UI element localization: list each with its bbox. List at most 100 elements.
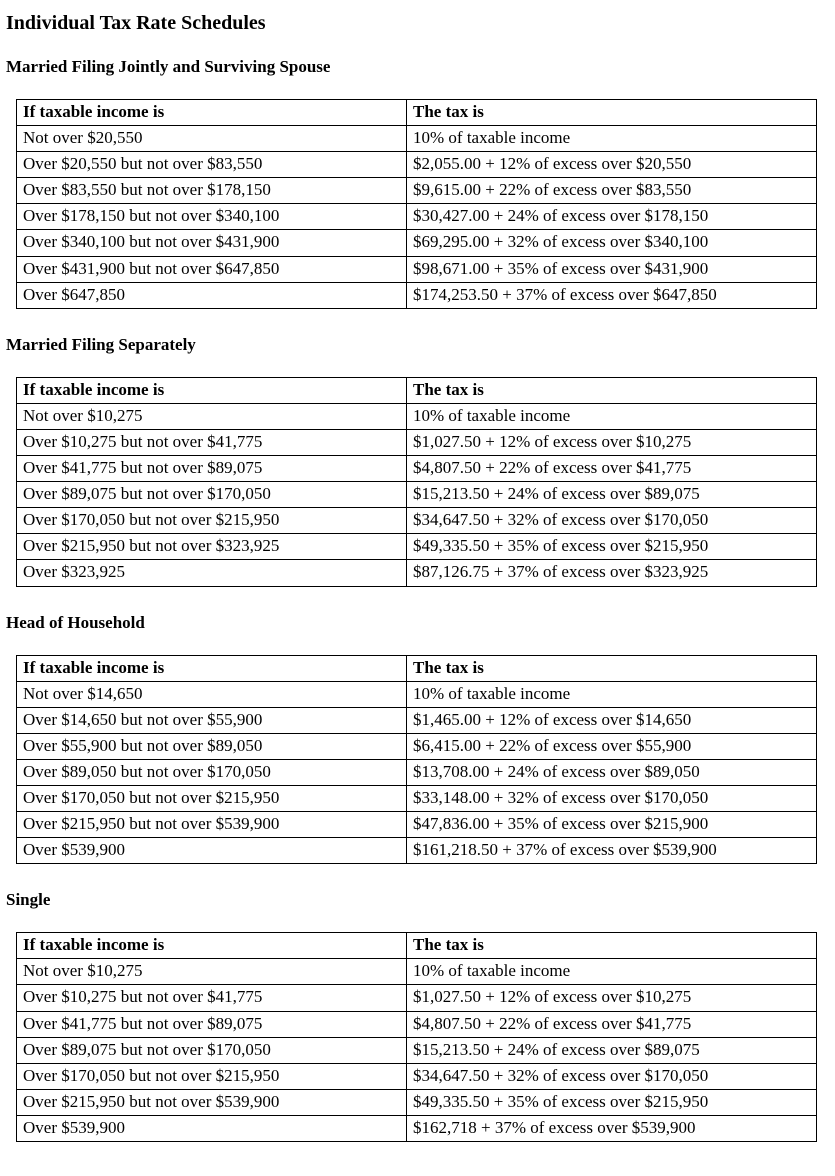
tax-table: If taxable income isThe tax isNot over $… (16, 932, 817, 1142)
col-header-income: If taxable income is (17, 933, 407, 959)
table-header-row: If taxable income isThe tax is (17, 655, 817, 681)
tax-cell: $69,295.00 + 32% of excess over $340,100 (407, 230, 817, 256)
table-row: Not over $14,65010% of taxable income (17, 681, 817, 707)
income-cell: Over $83,550 but not over $178,150 (17, 178, 407, 204)
tax-cell: $161,218.50 + 37% of excess over $539,90… (407, 838, 817, 864)
income-cell: Not over $14,650 (17, 681, 407, 707)
tax-cell: $2,055.00 + 12% of excess over $20,550 (407, 152, 817, 178)
income-cell: Over $89,075 but not over $170,050 (17, 1037, 407, 1063)
tax-cell: $174,253.50 + 37% of excess over $647,85… (407, 282, 817, 308)
table-row: Over $215,950 but not over $539,900$49,3… (17, 1089, 817, 1115)
tax-cell: $47,836.00 + 35% of excess over $215,900 (407, 812, 817, 838)
tax-cell: $9,615.00 + 22% of excess over $83,550 (407, 178, 817, 204)
tax-cell: $34,647.50 + 32% of excess over $170,050 (407, 1063, 817, 1089)
tax-cell: $87,126.75 + 37% of excess over $323,925 (407, 560, 817, 586)
table-row: Over $89,075 but not over $170,050$15,21… (17, 482, 817, 508)
table-row: Over $215,950 but not over $323,925$49,3… (17, 534, 817, 560)
income-cell: Over $647,850 (17, 282, 407, 308)
income-cell: Over $41,775 but not over $89,075 (17, 456, 407, 482)
col-header-income: If taxable income is (17, 377, 407, 403)
income-cell: Over $539,900 (17, 1115, 407, 1141)
tax-cell: $4,807.50 + 22% of excess over $41,775 (407, 456, 817, 482)
table-header-row: If taxable income isThe tax is (17, 100, 817, 126)
table-row: Not over $20,55010% of taxable income (17, 126, 817, 152)
income-cell: Over $170,050 but not over $215,950 (17, 1063, 407, 1089)
tax-cell: $98,671.00 + 35% of excess over $431,900 (407, 256, 817, 282)
income-cell: Over $178,150 but not over $340,100 (17, 204, 407, 230)
tax-cell: 10% of taxable income (407, 681, 817, 707)
table-row: Over $10,275 but not over $41,775$1,027.… (17, 429, 817, 455)
col-header-income: If taxable income is (17, 655, 407, 681)
table-row: Over $20,550 but not over $83,550$2,055.… (17, 152, 817, 178)
page-title: Individual Tax Rate Schedules (6, 12, 829, 35)
col-header-income: If taxable income is (17, 100, 407, 126)
tax-cell: 10% of taxable income (407, 403, 817, 429)
table-row: Over $55,900 but not over $89,050$6,415.… (17, 733, 817, 759)
tax-cell: $34,647.50 + 32% of excess over $170,050 (407, 508, 817, 534)
income-cell: Not over $10,275 (17, 959, 407, 985)
table-header-row: If taxable income isThe tax is (17, 377, 817, 403)
income-cell: Over $14,650 but not over $55,900 (17, 707, 407, 733)
tax-cell: $15,213.50 + 24% of excess over $89,075 (407, 482, 817, 508)
col-header-tax: The tax is (407, 100, 817, 126)
tax-cell: $49,335.50 + 35% of excess over $215,950 (407, 534, 817, 560)
col-header-tax: The tax is (407, 933, 817, 959)
section-title: Married Filing Separately (6, 335, 829, 355)
tax-table: If taxable income isThe tax isNot over $… (16, 377, 817, 587)
table-row: Not over $10,27510% of taxable income (17, 403, 817, 429)
income-cell: Over $170,050 but not over $215,950 (17, 508, 407, 534)
income-cell: Over $431,900 but not over $647,850 (17, 256, 407, 282)
income-cell: Over $20,550 but not over $83,550 (17, 152, 407, 178)
tax-section: Head of Household If taxable income isThe… (6, 613, 829, 865)
tax-section: Married Filing Separately If taxable inco… (6, 335, 829, 587)
table-row: Over $14,650 but not over $55,900$1,465.… (17, 707, 817, 733)
table-row: Over $41,775 but not over $89,075$4,807.… (17, 456, 817, 482)
table-row: Over $89,075 but not over $170,050$15,21… (17, 1037, 817, 1063)
tax-cell: $162,718 + 37% of excess over $539,900 (407, 1115, 817, 1141)
tax-cell: $13,708.00 + 24% of excess over $89,050 (407, 759, 817, 785)
income-cell: Over $41,775 but not over $89,075 (17, 1011, 407, 1037)
table-row: Over $89,050 but not over $170,050$13,70… (17, 759, 817, 785)
tax-section: Single If taxable income isThe tax isNot … (6, 890, 829, 1142)
tax-cell: $4,807.50 + 22% of excess over $41,775 (407, 1011, 817, 1037)
tax-cell: $1,465.00 + 12% of excess over $14,650 (407, 707, 817, 733)
income-cell: Over $323,925 (17, 560, 407, 586)
income-cell: Over $340,100 but not over $431,900 (17, 230, 407, 256)
tax-cell: $49,335.50 + 35% of excess over $215,950 (407, 1089, 817, 1115)
section-title: Married Filing Jointly and Surviving Spo… (6, 57, 829, 77)
table-row: Over $215,950 but not over $539,900$47,8… (17, 812, 817, 838)
tax-table: If taxable income isThe tax isNot over $… (16, 99, 817, 309)
income-cell: Over $55,900 but not over $89,050 (17, 733, 407, 759)
table-row: Over $10,275 but not over $41,775$1,027.… (17, 985, 817, 1011)
col-header-tax: The tax is (407, 655, 817, 681)
income-cell: Over $170,050 but not over $215,950 (17, 785, 407, 811)
income-cell: Over $539,900 (17, 838, 407, 864)
table-row: Over $431,900 but not over $647,850$98,6… (17, 256, 817, 282)
income-cell: Not over $10,275 (17, 403, 407, 429)
tax-cell: $1,027.50 + 12% of excess over $10,275 (407, 429, 817, 455)
tax-cell: $6,415.00 + 22% of excess over $55,900 (407, 733, 817, 759)
tax-table: If taxable income isThe tax isNot over $… (16, 655, 817, 865)
income-cell: Not over $20,550 (17, 126, 407, 152)
income-cell: Over $215,950 but not over $539,900 (17, 1089, 407, 1115)
table-row: Over $170,050 but not over $215,950$34,6… (17, 1063, 817, 1089)
table-row: Over $41,775 but not over $89,075$4,807.… (17, 1011, 817, 1037)
sections-container: Married Filing Jointly and Surviving Spo… (6, 57, 829, 1142)
tax-cell: $15,213.50 + 24% of excess over $89,075 (407, 1037, 817, 1063)
income-cell: Over $215,950 but not over $539,900 (17, 812, 407, 838)
table-row: Over $170,050 but not over $215,950$34,6… (17, 508, 817, 534)
table-row: Over $323,925$87,126.75 + 37% of excess … (17, 560, 817, 586)
table-row: Over $647,850$174,253.50 + 37% of excess… (17, 282, 817, 308)
table-row: Over $178,150 but not over $340,100$30,4… (17, 204, 817, 230)
section-title: Head of Household (6, 613, 829, 633)
table-row: Not over $10,27510% of taxable income (17, 959, 817, 985)
section-title: Single (6, 890, 829, 910)
table-row: Over $170,050 but not over $215,950$33,1… (17, 785, 817, 811)
table-row: Over $340,100 but not over $431,900$69,2… (17, 230, 817, 256)
tax-cell: $1,027.50 + 12% of excess over $10,275 (407, 985, 817, 1011)
income-cell: Over $10,275 but not over $41,775 (17, 429, 407, 455)
tax-cell: $33,148.00 + 32% of excess over $170,050 (407, 785, 817, 811)
income-cell: Over $10,275 but not over $41,775 (17, 985, 407, 1011)
tax-cell: $30,427.00 + 24% of excess over $178,150 (407, 204, 817, 230)
tax-cell: 10% of taxable income (407, 959, 817, 985)
